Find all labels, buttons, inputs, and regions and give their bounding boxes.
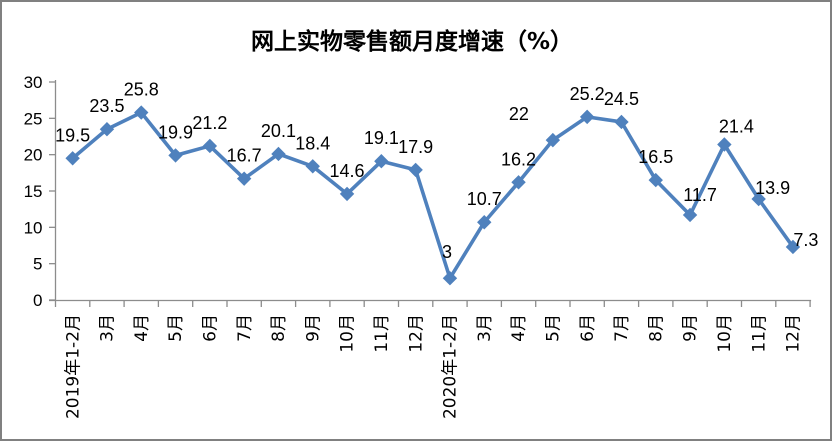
data-point-marker (511, 175, 526, 190)
data-label: 14.6 (330, 161, 365, 181)
x-axis-label: 5月 (543, 314, 563, 342)
x-axis-label: 3月 (98, 314, 118, 342)
y-tick-label: 30 (24, 73, 43, 92)
x-axis-label: 6月 (578, 314, 598, 342)
y-tick-label: 15 (24, 182, 43, 201)
chart-title: 网上实物零售额月度增速（%） (251, 28, 573, 55)
data-point-marker (374, 154, 389, 169)
y-tick-label: 25 (24, 109, 43, 128)
data-point-marker (717, 137, 732, 152)
x-axis-label: 2020年1-2月 (441, 314, 461, 419)
x-axis-label: 10月 (338, 314, 358, 353)
x-axis-label: 4月 (509, 314, 529, 342)
data-point-marker (65, 151, 80, 166)
data-label: 16.2 (501, 149, 536, 169)
data-label: 23.5 (89, 96, 124, 116)
data-label: 3 (442, 242, 452, 262)
data-label: 25.8 (124, 80, 159, 100)
data-label: 19.1 (364, 128, 399, 148)
data-label: 19.9 (158, 122, 193, 142)
data-point-marker (579, 109, 595, 125)
x-axis-label: 5月 (166, 314, 186, 342)
x-axis-label: 8月 (269, 314, 289, 342)
x-axis-label: 9月 (303, 314, 323, 342)
x-axis-label: 11月 (372, 314, 392, 353)
data-point-marker (785, 239, 801, 255)
data-label: 16.7 (227, 146, 262, 166)
data-point-marker (477, 215, 492, 230)
data-point-marker (545, 132, 561, 148)
x-axis-label: 3月 (475, 314, 495, 342)
data-label: 19.5 (55, 125, 90, 145)
x-axis-label: 11月 (749, 314, 769, 353)
data-label: 11.7 (683, 185, 717, 205)
x-axis-label: 7月 (612, 314, 632, 342)
data-label: 21.2 (192, 113, 227, 133)
data-point-marker (682, 207, 698, 223)
data-point-marker (614, 114, 629, 130)
data-point-marker (168, 148, 183, 163)
data-label: 10.7 (467, 189, 502, 209)
y-tick-label: 10 (24, 218, 43, 237)
data-point-marker (99, 122, 115, 137)
y-tick-label: 0 (33, 291, 42, 310)
data-point-marker (408, 162, 423, 178)
x-axis-label: 7月 (235, 314, 255, 342)
y-tick-label: 5 (33, 255, 42, 274)
data-label: 7.3 (793, 230, 818, 250)
x-axis-label: 4月 (132, 314, 152, 342)
data-point-marker (442, 271, 458, 286)
data-point-marker (134, 105, 149, 120)
data-label: 21.4 (719, 116, 754, 136)
data-point-marker (648, 172, 663, 188)
data-point-marker (271, 146, 286, 162)
data-label: 25.2 (570, 84, 605, 104)
data-point-marker (751, 191, 766, 207)
data-point-marker (305, 159, 320, 174)
x-axis-label: 6月 (200, 314, 220, 342)
x-axis-label: 9月 (681, 314, 701, 342)
data-label: 24.5 (604, 89, 639, 109)
series-line (70, 110, 795, 281)
data-point-marker (202, 138, 218, 154)
data-label: 13.9 (755, 178, 790, 198)
x-axis-label: 12月 (406, 314, 426, 353)
plot-layer: 0 5 10 15 20 25 30 2019年1-2月 3月 4月 5月 6月 7月 8月 9月 10月 11… (24, 73, 819, 419)
data-point-marker (339, 186, 355, 202)
x-axis-label: 8月 (646, 314, 666, 342)
data-label: 16.5 (638, 147, 673, 167)
data-label: 18.4 (295, 133, 330, 153)
x-axis-label: 2019年1-2月 (63, 314, 83, 419)
data-label: 20.1 (261, 121, 296, 141)
x-axis-label: 12月 (784, 314, 804, 353)
y-tick-label: 20 (24, 146, 43, 165)
data-point-marker (236, 171, 252, 186)
x-axis-label: 10月 (715, 314, 735, 353)
data-label: 22 (509, 104, 529, 124)
data-label: 17.9 (398, 137, 433, 157)
